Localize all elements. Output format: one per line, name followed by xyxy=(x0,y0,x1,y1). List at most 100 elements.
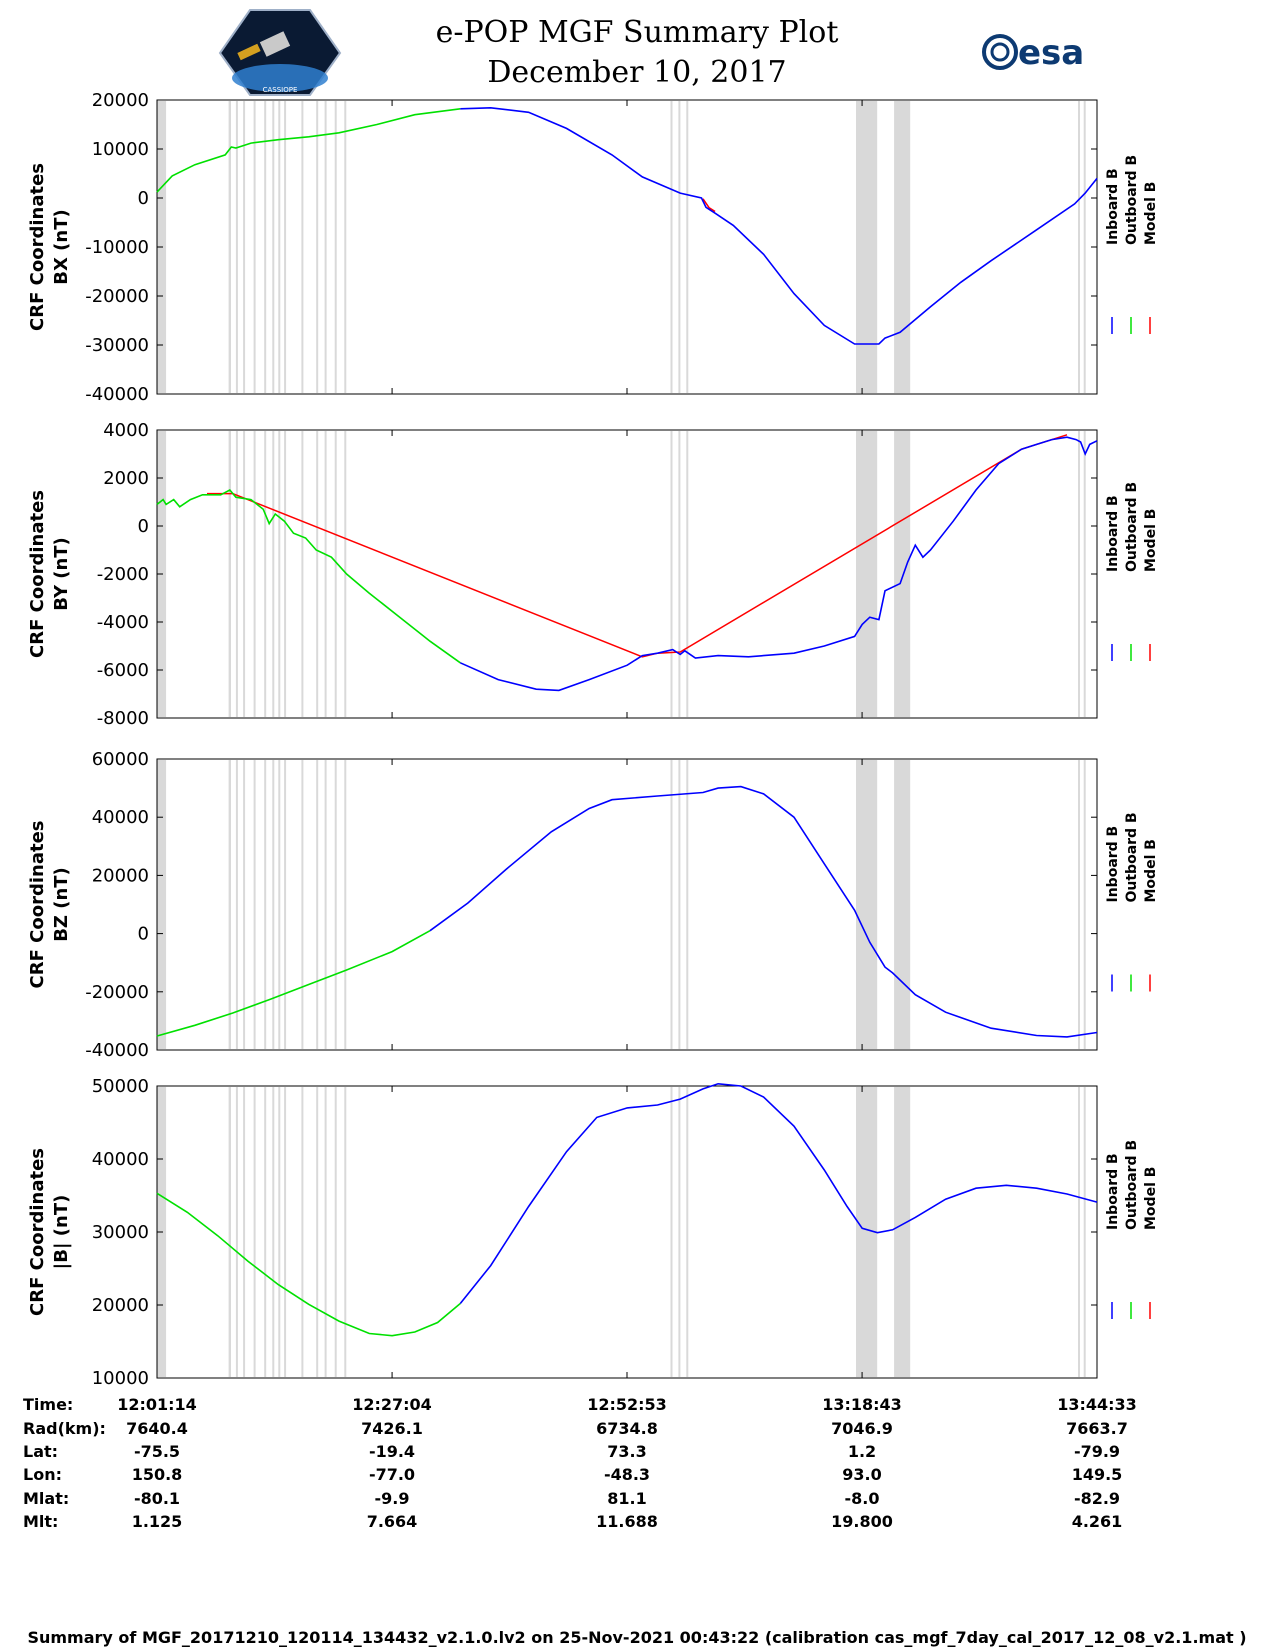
data-gap-band xyxy=(316,101,319,393)
data-gap-band xyxy=(253,1087,256,1377)
info-cell: 150.8 xyxy=(132,1465,183,1484)
data-gap-band xyxy=(670,760,673,1049)
info-row-label: Rad(km): xyxy=(23,1419,106,1438)
plot-title: e-POP MGF Summary Plot xyxy=(436,15,839,50)
data-gap-band xyxy=(264,431,267,717)
legend-label-model: Model B xyxy=(1143,182,1159,245)
panel-bmag: 50000 40000 30000 20000 10000 CRF Coordinates… xyxy=(27,1076,1159,1389)
data-gap-band xyxy=(301,1087,304,1377)
legend-label-inboard: Inboard B xyxy=(1105,826,1121,903)
data-gap-band xyxy=(278,431,281,717)
cassiope-logo-text: CASSIOPE xyxy=(263,86,298,94)
info-cell: -77.0 xyxy=(369,1465,415,1484)
data-gap-band xyxy=(235,101,238,393)
data-gap-band xyxy=(856,760,878,1049)
data-gap-band xyxy=(1078,431,1080,717)
inboard-b-line xyxy=(459,436,1098,692)
data-gap-band xyxy=(284,101,287,393)
info-row-label: Mlt: xyxy=(23,1512,58,1531)
info-cell: 19.800 xyxy=(831,1512,893,1531)
outboard-b-line xyxy=(156,1192,461,1337)
y-axis-label-line1: CRF Coordinates xyxy=(27,1148,48,1316)
data-gap-band xyxy=(157,760,167,1049)
data-gap-band xyxy=(272,431,275,717)
data-gap-band xyxy=(284,1087,287,1377)
data-gap-band xyxy=(228,760,231,1049)
legend: Inboard B Outboard B Model B xyxy=(1105,1140,1159,1319)
data-gap-band xyxy=(678,101,681,393)
info-row-label: Lon: xyxy=(23,1465,62,1484)
legend: Inboard B Outboard B Model B xyxy=(1105,812,1159,992)
data-gap-band xyxy=(324,101,327,393)
info-row-label: Mlat: xyxy=(23,1489,69,1508)
plot-date: December 10, 2017 xyxy=(487,55,786,90)
info-cell: 7426.1 xyxy=(361,1419,423,1438)
data-gap-band xyxy=(686,101,689,393)
y-tick-label: -8000 xyxy=(97,708,149,729)
info-cell: 7663.7 xyxy=(1066,1419,1128,1438)
data-gap-band xyxy=(284,431,287,717)
data-gap-band xyxy=(316,1087,319,1377)
data-gap-band xyxy=(678,760,681,1049)
data-gap-band xyxy=(856,431,878,717)
info-cell: -8.0 xyxy=(845,1489,880,1508)
y-tick-label: -2000 xyxy=(97,564,149,585)
info-cell: 12:52:53 xyxy=(587,1395,667,1414)
y-axis-label-line1: CRF Coordinates xyxy=(27,163,48,331)
data-gap-band xyxy=(278,760,281,1049)
data-gap-band xyxy=(678,1087,681,1377)
y-axis-label-line2: BY (nT) xyxy=(51,537,72,611)
info-cell: 73.3 xyxy=(607,1442,646,1461)
info-cell: 11.688 xyxy=(596,1512,658,1531)
data-gap-band xyxy=(324,760,327,1049)
info-cell: 7046.9 xyxy=(831,1419,893,1438)
data-gap-band xyxy=(235,431,238,717)
data-gap-band xyxy=(243,101,246,393)
data-gap-band xyxy=(856,1087,878,1377)
data-gap-band xyxy=(1083,431,1086,717)
data-gap-band xyxy=(324,431,327,717)
plot-frame xyxy=(156,758,1098,1051)
legend-label-outboard: Outboard B xyxy=(1124,155,1140,245)
data-gap-band xyxy=(894,1087,911,1377)
data-gap-band xyxy=(278,101,281,393)
info-cell: 7.664 xyxy=(367,1512,418,1531)
y-tick-label: 0 xyxy=(138,188,149,209)
inboard-b-line xyxy=(460,106,1098,345)
legend: Inboard B Outboard B Model B xyxy=(1105,482,1159,661)
info-cell: 12:01:14 xyxy=(117,1395,197,1414)
info-cell: 149.5 xyxy=(1072,1465,1123,1484)
legend-label-inboard: Inboard B xyxy=(1105,1153,1121,1230)
y-tick-label: 0 xyxy=(138,924,149,945)
info-cell: 93.0 xyxy=(842,1465,881,1484)
data-gap-band xyxy=(670,1087,673,1377)
y-tick-label: 40000 xyxy=(92,807,149,828)
y-tick-label: -4000 xyxy=(97,612,149,633)
data-gap-band xyxy=(670,101,673,393)
y-tick-label: -10000 xyxy=(85,237,149,258)
y-axis-label-line2: |B| (nT) xyxy=(51,1195,72,1270)
data-gap-band xyxy=(1078,760,1080,1049)
info-row-label: Time: xyxy=(23,1395,73,1414)
outboard-b-line xyxy=(156,929,431,1037)
data-gap-band xyxy=(894,760,911,1049)
legend-label-inboard: Inboard B xyxy=(1105,495,1121,572)
data-gap-band xyxy=(264,1087,267,1377)
info-cell: -75.5 xyxy=(134,1442,180,1461)
panel-bz: 60000 40000 20000 0 -20000 -40000 CRF Coordina… xyxy=(27,749,1159,1061)
data-gap-band xyxy=(344,431,347,717)
legend-label-model: Model B xyxy=(1143,839,1159,902)
data-gap-band xyxy=(228,1087,231,1377)
info-cell: 1.125 xyxy=(132,1512,183,1531)
data-gap-band xyxy=(678,431,681,717)
data-gap-band xyxy=(1078,1087,1080,1377)
panel-bx: 20000 10000 0 -10000 -20000 -30000 -40000 CRF C… xyxy=(27,90,1159,405)
info-cell: 13:44:33 xyxy=(1057,1395,1137,1414)
legend-label-inboard: Inboard B xyxy=(1105,168,1121,245)
data-gap-band xyxy=(316,760,319,1049)
outboard-b-line xyxy=(156,108,461,193)
model-b-line xyxy=(702,198,716,213)
cassiope-logo: CASSIOPE xyxy=(218,9,342,96)
y-tick-label: 60000 xyxy=(92,749,149,770)
